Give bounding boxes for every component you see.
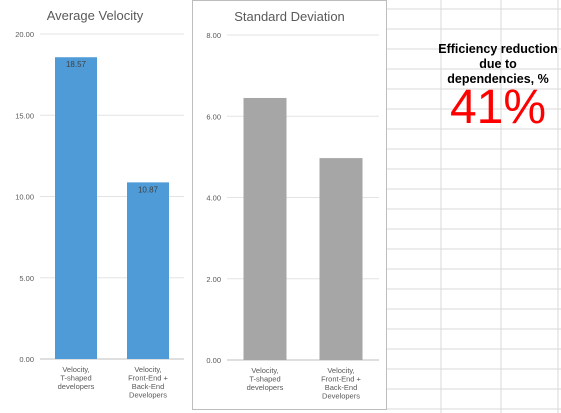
- data-label: 18.57: [66, 60, 87, 69]
- x-category-label: Velocity, Front-End + Back-End Developers: [128, 365, 168, 400]
- y-tick-label: 0.00: [19, 355, 34, 364]
- callout-label: Efficiency reduction due to dependencies…: [438, 42, 558, 86]
- x-category-label: Velocity, Front-End + Back-End Developers: [321, 366, 361, 401]
- y-tick-label: 10.00: [15, 193, 34, 202]
- standard-deviation-plot: 0.00 2.00 4.00 6.00 8.00 Velocity, T-shaped dev…: [206, 31, 379, 401]
- y-tick-label: 5.00: [19, 274, 34, 283]
- x-category-label: Velocity, T-shaped developers: [58, 365, 95, 391]
- chart-title: Average Velocity: [46, 8, 144, 23]
- y-tick-label: 6.00: [206, 112, 221, 121]
- standard-deviation-chart[interactable]: 0.00 2.00 4.00 6.00 8.00 Velocity, T-shaped dev…: [192, 0, 387, 410]
- y-tick-label: 0.00: [206, 356, 221, 365]
- bar[interactable]: [243, 97, 287, 360]
- average-velocity-plot: 0.00 5.00 10.00 15.00 20.00 18.57 Velocity, T-s…: [15, 30, 184, 400]
- bar[interactable]: [127, 182, 169, 359]
- y-tick-label: 2.00: [206, 275, 221, 284]
- bar[interactable]: [319, 158, 363, 360]
- bar[interactable]: [55, 57, 97, 360]
- x-category-label: Velocity, T-shaped developers: [247, 366, 284, 392]
- efficiency-callout: Efficiency reduction due to dependencies…: [436, 42, 560, 134]
- y-tick-label: 8.00: [206, 31, 221, 40]
- chart-title: Standard Deviation: [234, 9, 345, 24]
- y-tick-label: 4.00: [206, 194, 221, 203]
- y-tick-label: 20.00: [15, 30, 34, 39]
- callout-value: 41%: [449, 81, 547, 134]
- average-velocity-chart[interactable]: 0.00 5.00 10.00 15.00 20.00 18.57 Velocity, T-s…: [0, 0, 190, 413]
- data-label: 10.87: [138, 185, 159, 194]
- y-tick-label: 15.00: [15, 111, 34, 120]
